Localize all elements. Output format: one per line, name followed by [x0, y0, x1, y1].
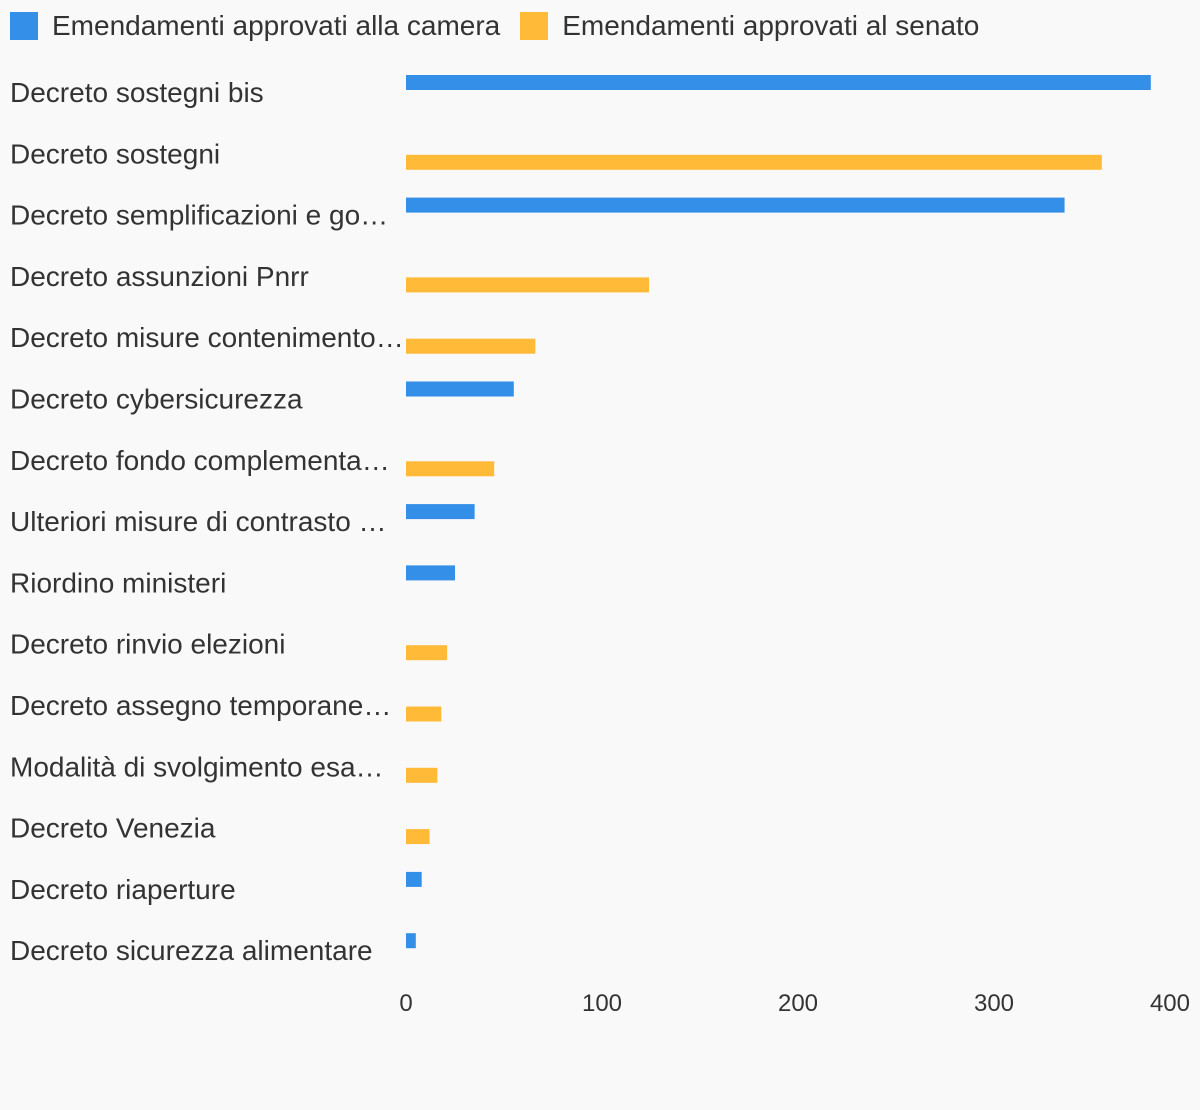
bar-camera[interactable] — [406, 381, 514, 397]
bar-camera[interactable] — [406, 75, 1151, 90]
category-label: Decreto sostegni — [10, 138, 220, 169]
bar-senato[interactable] — [406, 154, 1102, 170]
category-label: Riordino ministeri — [10, 567, 226, 598]
legend-label-senato: Emendamenti approvati al senato — [562, 10, 980, 41]
bar-camera[interactable] — [406, 933, 416, 949]
category-label: Decreto misure contenimentо… — [10, 322, 404, 353]
x-tick-label: 0 — [399, 990, 412, 1017]
legend: Emendamenti approvati alla camera Emenda… — [10, 8, 999, 44]
bar-senato[interactable] — [406, 277, 650, 293]
legend-item-senato[interactable]: Emendamenti approvati al senato — [520, 10, 979, 42]
category-label: Decreto rinvio elezioni — [10, 629, 285, 660]
bar-senato[interactable] — [406, 461, 495, 477]
legend-label-camera: Emendamenti approvati alla camera — [52, 10, 501, 41]
bar-camera[interactable] — [406, 565, 455, 581]
category-label: Decreto semplificazioni e go… — [10, 200, 388, 231]
category-label: Decreto cybersicurezza — [10, 384, 303, 415]
bar-senato[interactable] — [406, 829, 430, 845]
category-label: Decreto assegno temporane… — [10, 690, 391, 721]
bar-senato[interactable] — [406, 706, 442, 722]
category-label: Decreto sicurezza alimentare — [10, 935, 373, 966]
category-label: Decreto Venezia — [10, 813, 216, 844]
bar-camera[interactable] — [406, 197, 1065, 213]
bar-senato[interactable] — [406, 767, 438, 783]
bar-senato[interactable] — [406, 645, 448, 661]
x-tick-label: 100 — [582, 990, 622, 1017]
x-tick-label: 200 — [778, 990, 818, 1017]
category-label: Decreto assunzioni Pnrr — [10, 261, 309, 292]
category-label: Decreto fondo complementa… — [10, 445, 390, 476]
bar-senato[interactable] — [406, 338, 536, 354]
legend-swatch-camera — [10, 12, 38, 40]
category-label: Decreto sostegni bis — [10, 77, 264, 108]
category-label: Decreto riaperture — [10, 874, 236, 905]
legend-item-camera[interactable]: Emendamenti approvati alla camera — [10, 10, 500, 42]
category-label: Ulteriori misure di contrasto … — [10, 506, 387, 537]
bar-camera[interactable] — [406, 871, 422, 887]
legend-swatch-senato — [520, 12, 549, 40]
x-tick-label: 400 — [1150, 990, 1190, 1017]
category-label: Modalità di svolgimento esa… — [10, 751, 384, 782]
bar-camera[interactable] — [406, 504, 475, 520]
x-tick-label: 300 — [974, 990, 1014, 1017]
